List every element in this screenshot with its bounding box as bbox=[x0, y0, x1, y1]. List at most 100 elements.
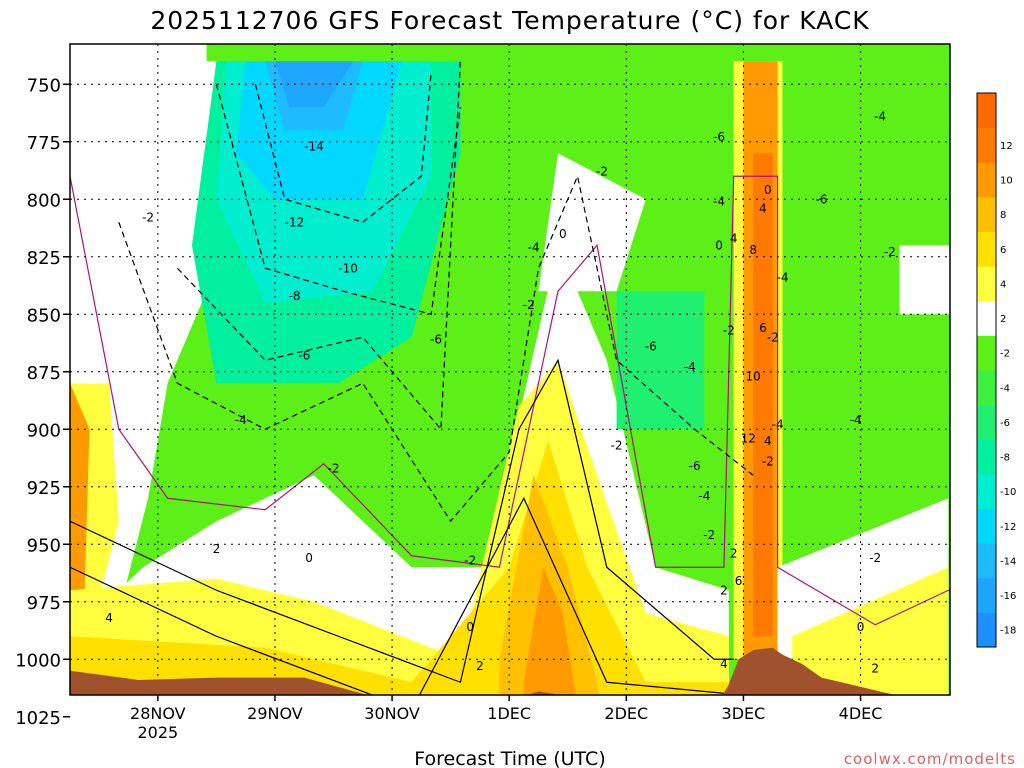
colorbar-label: -16 bbox=[1000, 591, 1016, 602]
contour-label: -4 bbox=[776, 270, 788, 284]
negative-contour bbox=[215, 84, 461, 316]
colorbar-segment bbox=[977, 231, 996, 267]
contour-label: -2 bbox=[762, 454, 774, 468]
contour-label: -6 bbox=[689, 459, 701, 473]
y-tick-label: 875 bbox=[27, 363, 61, 384]
y-tick-label: 1000 bbox=[15, 650, 61, 671]
x-tick-label: 1DEC bbox=[487, 704, 531, 723]
colorbar-segment bbox=[977, 473, 996, 509]
contour-label: -4 bbox=[528, 241, 540, 255]
y-tick-label: 950 bbox=[27, 535, 61, 556]
contour-label: -2 bbox=[596, 165, 608, 179]
colorbar-label: 8 bbox=[1000, 210, 1006, 221]
contour-label: -14 bbox=[304, 139, 324, 153]
contour-label: -4 bbox=[684, 360, 696, 374]
contour-label: 4 bbox=[730, 231, 738, 245]
contour-label: 2 bbox=[720, 583, 728, 597]
contour-label: -6 bbox=[816, 192, 828, 206]
contour-label: -4 bbox=[874, 109, 886, 123]
contour-label: 10 bbox=[746, 369, 761, 383]
colorbar-label: -2 bbox=[1000, 349, 1010, 360]
contour-label: -2 bbox=[142, 211, 154, 225]
plot-frame bbox=[69, 43, 951, 696]
contour-label: 6 bbox=[759, 321, 767, 335]
terrain-fill bbox=[70, 647, 950, 695]
contour-label: -10 bbox=[338, 261, 358, 275]
y-tick-label: 775 bbox=[27, 133, 61, 154]
contour-label: -6 bbox=[298, 349, 310, 363]
colorbar-segment bbox=[977, 127, 996, 163]
contour-label: 2 bbox=[730, 546, 738, 560]
chart-title: 2025112706 GFS Forecast Temperature (°C)… bbox=[150, 6, 869, 35]
plot-area: -2-4-6-8-10-12-14-6-2204-202-4-20-2-2-6-… bbox=[70, 44, 950, 695]
colorbar-label: -10 bbox=[1000, 487, 1016, 498]
contour-label: 2 bbox=[213, 542, 221, 556]
contour-label: -2 bbox=[523, 298, 535, 312]
warm-tongue bbox=[538, 153, 646, 292]
colorbar-label: -6 bbox=[1000, 418, 1010, 429]
colorbar-label: -14 bbox=[1000, 556, 1016, 567]
contour-label: 0 bbox=[857, 620, 865, 634]
contour-label: 0 bbox=[466, 620, 474, 634]
contour-label: -4 bbox=[850, 413, 862, 427]
contour-label: 0 bbox=[715, 238, 723, 252]
colorbar-segment bbox=[977, 612, 996, 648]
colorbar-label: 12 bbox=[1000, 141, 1013, 152]
colorbar-segment bbox=[977, 335, 996, 371]
x-tick-label: 3DEC bbox=[722, 704, 766, 723]
colorbar-segment bbox=[977, 577, 996, 613]
contour-label: -6 bbox=[430, 333, 442, 347]
contour-label: -2 bbox=[869, 551, 881, 565]
colorbar-label: -18 bbox=[1000, 626, 1016, 637]
contour-label: -4 bbox=[698, 489, 710, 503]
warm-layer bbox=[523, 567, 576, 695]
contour-label: -6 bbox=[713, 130, 725, 144]
negative-contour bbox=[176, 61, 461, 431]
x-tick-label: 28NOV bbox=[130, 704, 186, 723]
colorbar-label: -8 bbox=[1000, 453, 1010, 464]
contour-label: 4 bbox=[764, 434, 772, 448]
y-tick-label: 925 bbox=[27, 478, 61, 499]
contour-label: -2 bbox=[328, 461, 340, 475]
warm-zone-north bbox=[157, 61, 217, 200]
contour-label: -4 bbox=[235, 413, 247, 427]
x-axis-label: Forecast Time (UTC) bbox=[414, 748, 605, 768]
y-tick-label: 1025 bbox=[15, 708, 61, 729]
y-tick-label: 975 bbox=[27, 593, 61, 614]
positive-contour bbox=[70, 496, 729, 695]
colorbar-label: 4 bbox=[1000, 279, 1006, 290]
contour-label: 2 bbox=[476, 659, 484, 673]
y-tick-label: 900 bbox=[27, 420, 61, 441]
contour-label: 0 bbox=[559, 227, 567, 241]
warm-layer bbox=[792, 567, 949, 695]
contour-label: 2 bbox=[871, 661, 879, 675]
colorbar-segment bbox=[977, 300, 996, 336]
x-tick-label: 30NOV bbox=[364, 704, 420, 723]
contour-label: -4 bbox=[713, 195, 725, 209]
warm-layer bbox=[753, 153, 773, 637]
x-tick-label: 4DEC bbox=[839, 704, 883, 723]
contour-label: 4 bbox=[105, 611, 113, 625]
terrain-ground bbox=[70, 647, 950, 695]
contour-label: -6 bbox=[645, 339, 657, 353]
contour-label: -2 bbox=[611, 438, 623, 452]
cold-pocket bbox=[616, 291, 705, 430]
x-tick-label: 29NOV bbox=[247, 704, 303, 723]
colorbar-frame bbox=[976, 92, 997, 648]
contour-label: 8 bbox=[749, 243, 757, 257]
source-credit: coolwx.com/modelts bbox=[844, 750, 1016, 768]
colorbar-label: -4 bbox=[1000, 383, 1010, 394]
contour-label: -2 bbox=[767, 330, 779, 344]
contour-label: 0 bbox=[305, 551, 313, 565]
y-tick-label: 750 bbox=[27, 75, 61, 96]
colorbar-label: 6 bbox=[1000, 245, 1006, 256]
colorbar-label: 2 bbox=[1000, 314, 1006, 325]
temperature-contours bbox=[70, 61, 950, 695]
contour-label: 6 bbox=[735, 574, 743, 588]
contour-label: -2 bbox=[703, 528, 715, 542]
contour-label: 0 bbox=[764, 183, 772, 197]
contour-label: -2 bbox=[464, 553, 476, 567]
colorbar-segment bbox=[977, 404, 996, 440]
